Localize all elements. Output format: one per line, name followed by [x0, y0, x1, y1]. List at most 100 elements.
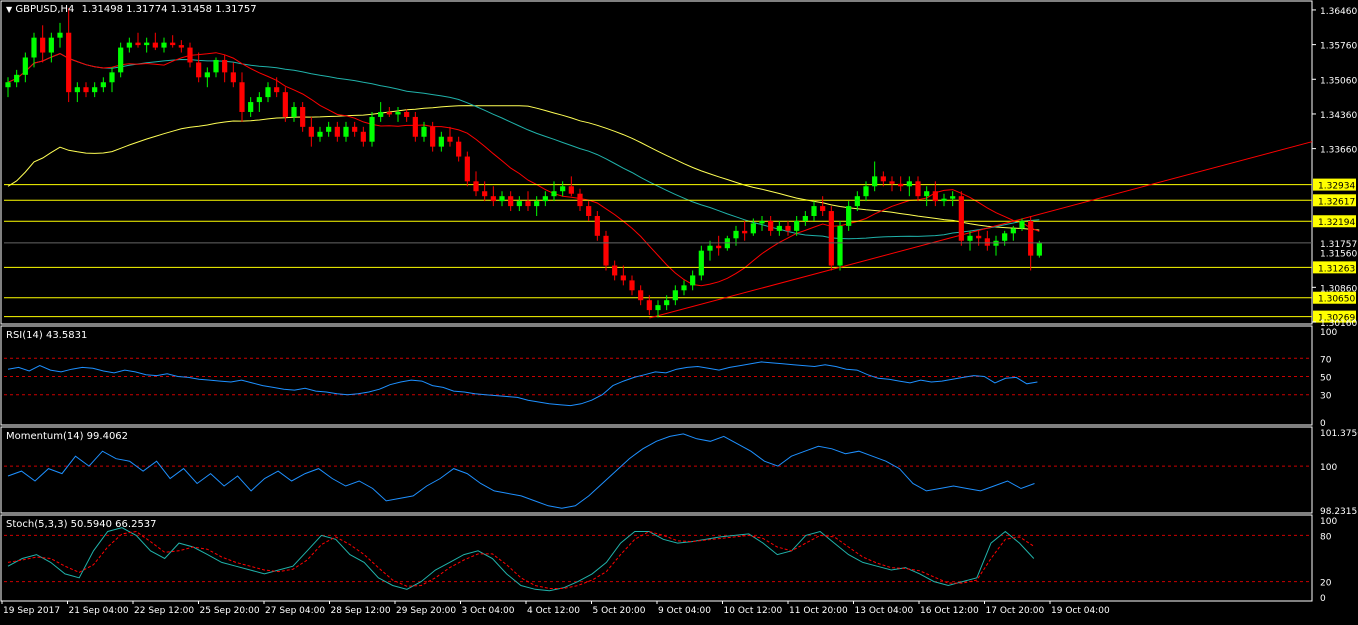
time-axis-label: 10 Oct 12:00 [724, 606, 783, 616]
level-price-tag [1313, 194, 1356, 207]
candle-body [456, 141, 462, 157]
candle-body [1010, 228, 1016, 234]
time-axis-label: 29 Sep 20:00 [396, 606, 456, 616]
time-axis-label: 28 Sep 12:00 [331, 606, 391, 616]
candle-body [534, 201, 540, 207]
candle-body [118, 47, 124, 73]
candle-body [421, 126, 427, 137]
candle-body [256, 97, 262, 103]
candle-body [1036, 242, 1042, 256]
candle-body [178, 45, 184, 48]
candle-body [898, 183, 904, 187]
indicator-line [7, 361, 1038, 407]
candle-body [794, 220, 800, 231]
candle-body [473, 181, 479, 192]
candle-body [776, 225, 782, 231]
level-price-label: 1.31263 [1318, 264, 1355, 274]
candle-body [412, 116, 418, 137]
indicator-tick-label: 30 [1320, 392, 1332, 402]
candle-body [482, 191, 488, 197]
candle-body [664, 300, 670, 306]
time-axis-label: 25 Sep 20:00 [200, 606, 260, 616]
candle-body [837, 225, 843, 266]
candle-body [880, 176, 886, 182]
candle-body [716, 245, 722, 249]
candle-body [265, 87, 271, 98]
dropdown-triangle-icon[interactable]: ▼ [6, 5, 13, 14]
time-axis-label: 13 Oct 04:00 [855, 606, 914, 616]
candle-body [759, 220, 765, 224]
level-price-label: 1.30269 [1318, 314, 1355, 324]
level-price-tag [1313, 261, 1356, 274]
level-price-label: 1.32194 [1318, 218, 1355, 228]
candle-body [863, 186, 869, 197]
time-axis-label: 16 Oct 12:00 [920, 606, 979, 616]
candle-body [5, 82, 11, 88]
candle-body [48, 37, 54, 53]
indicator-tick-label: 0 [1320, 594, 1326, 604]
candle-body [681, 285, 687, 291]
time-axis-label: 5 Oct 20:00 [593, 606, 646, 616]
candle-body [551, 191, 557, 197]
candle-body [352, 126, 358, 132]
level-price-tag [1313, 215, 1356, 228]
candle-body [854, 196, 860, 207]
candle-body [950, 196, 956, 199]
current-price-label: 1.31757 [1320, 240, 1357, 250]
candle-body [655, 305, 661, 311]
candle-body [594, 215, 600, 236]
candle-body [447, 136, 453, 142]
indicator-tick-label: 20 [1320, 579, 1332, 589]
candle-body [40, 37, 46, 53]
candle-body [906, 181, 912, 187]
candle-body [707, 245, 713, 251]
candle-body [83, 87, 89, 93]
candle-body [404, 111, 410, 117]
candle-body [846, 206, 852, 226]
level-price-tag [1313, 291, 1356, 304]
price-tick-label: 1.36460 [1320, 7, 1357, 17]
candle-body [14, 74, 20, 83]
candle-body [1002, 233, 1008, 241]
symbol-header[interactable]: ▼ GBPUSD,H4 1.31498 1.31774 1.31458 1.31… [6, 4, 257, 15]
candle-body [438, 136, 444, 147]
candle-body [291, 107, 297, 117]
price-tick-label: 1.35760 [1320, 42, 1357, 52]
candle-body [204, 72, 210, 78]
candle-body [161, 42, 167, 48]
time-axis-label: 27 Sep 04:00 [265, 606, 325, 616]
candle-body [326, 126, 332, 132]
candle-body [144, 42, 150, 46]
candle-body [672, 290, 678, 301]
candle-body [932, 191, 938, 202]
candle-body [1019, 220, 1025, 229]
time-axis-label: 21 Sep 04:00 [69, 606, 129, 616]
candle-body [542, 196, 548, 202]
candle-body [152, 42, 158, 48]
candle-body [976, 235, 982, 239]
candle-body [360, 131, 366, 142]
mid-moving-average-line [7, 53, 1040, 240]
candle-body [889, 181, 895, 184]
time-axis-label: 22 Sep 12:00 [134, 606, 194, 616]
candle-body [967, 235, 973, 241]
candle-body [586, 206, 592, 216]
time-axis-label: 4 Oct 12:00 [527, 606, 580, 616]
indicator-line [7, 530, 1035, 589]
main-pane-border [0, 0, 1313, 325]
candle-body [915, 181, 921, 197]
trend-line [649, 141, 1313, 319]
candle-body [698, 250, 704, 276]
candle-body [612, 265, 618, 276]
candle-body [499, 196, 505, 202]
candle-body [317, 131, 323, 137]
candle-body [386, 111, 392, 115]
indicator-line [7, 527, 1035, 592]
candle-body [577, 193, 583, 207]
candle-body [828, 211, 834, 266]
candle-body [239, 82, 245, 112]
candle-body [742, 230, 748, 234]
time-axis-label: 9 Oct 04:00 [658, 606, 711, 616]
